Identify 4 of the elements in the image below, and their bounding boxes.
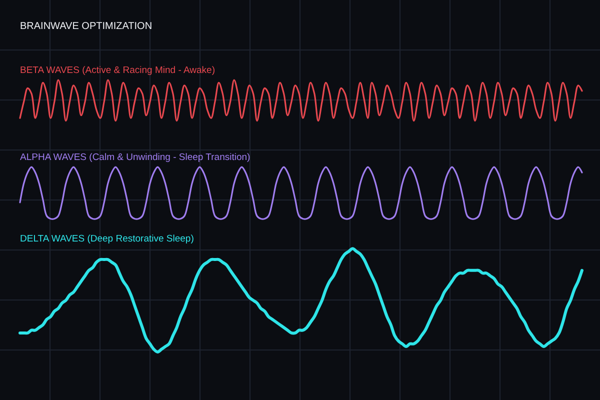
- text: DELTA WAVES (Deep Restorative Sleep): [20, 234, 194, 245]
- series-label: BETA WAVES (Active & Racing Mind - Awake): [20, 65, 215, 76]
- series-label: ALPHA WAVES (Calm & Unwinding - Sleep Transition): [20, 152, 250, 164]
- chart-title: BRAINWAVE OPTIMIZATION: [20, 21, 152, 32]
